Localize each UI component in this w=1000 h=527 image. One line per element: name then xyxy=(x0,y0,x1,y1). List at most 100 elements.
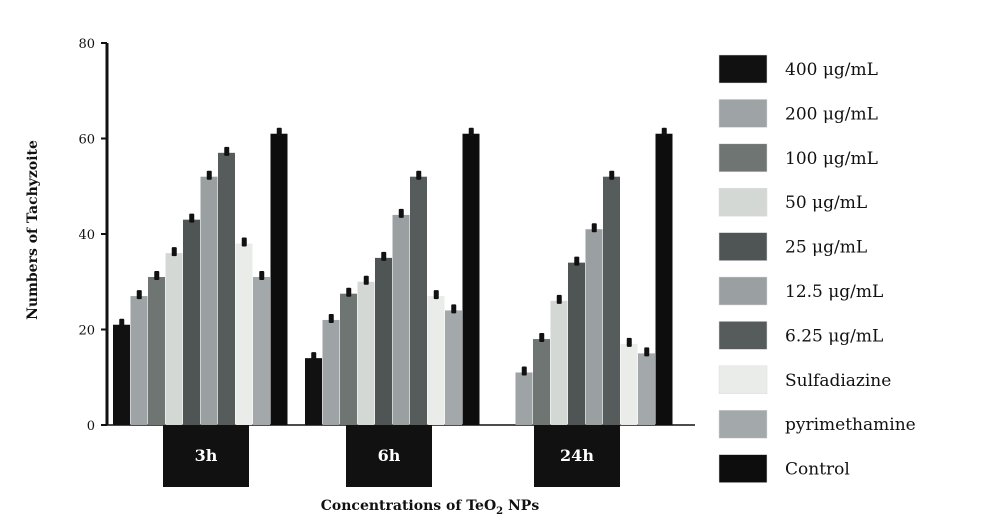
legend-label: Control xyxy=(785,460,850,480)
bar-400-g-ml-6h xyxy=(305,358,322,425)
legend-item: 100 μg/mL xyxy=(718,143,878,173)
error-bar xyxy=(136,290,142,300)
error-bar xyxy=(276,127,282,137)
legend-item: Control xyxy=(718,454,850,483)
error-bar xyxy=(591,223,597,233)
error-bar xyxy=(556,294,562,304)
legend: 400 μg/mL 200 μg/mL 100 μg/mL 50 μg/mL 25 μg… xyxy=(718,54,916,483)
legend-swatch xyxy=(718,365,768,395)
legend-item: 12.5 μg/mL xyxy=(718,276,883,306)
category-label-6h: 6h xyxy=(378,446,401,465)
error-bar xyxy=(206,170,212,180)
category-label-3h: 3h xyxy=(195,446,218,465)
bar-6-25-g-ml-24h xyxy=(603,176,620,425)
bar-12-5-g-ml-24h xyxy=(585,229,603,425)
y-tick-label: 20 xyxy=(78,324,95,339)
legend-label: 12.5 μg/mL xyxy=(785,282,883,302)
category-labels: 3h 6h 24h xyxy=(163,425,620,487)
error-bar xyxy=(433,290,439,300)
category-box-24h xyxy=(534,425,620,487)
x-axis-label-main: Concentrations of TeO xyxy=(320,498,497,514)
legend-label: 25 μg/mL xyxy=(785,238,867,258)
legend-swatch xyxy=(718,454,768,483)
category-box-6h xyxy=(346,425,432,487)
bar-control-3h xyxy=(270,133,288,425)
legend-item: Sulfadiazine xyxy=(718,365,891,395)
bar-pyrimethamine-24h xyxy=(638,353,655,425)
bar-200-g-ml-6h xyxy=(322,319,340,425)
bar-25-g-ml-6h xyxy=(375,257,392,425)
bar-control-24h xyxy=(655,133,673,425)
error-bar xyxy=(644,347,650,357)
legend-swatch xyxy=(718,54,768,84)
legend-label: 400 μg/mL xyxy=(785,60,878,80)
error-bar xyxy=(241,237,247,247)
legend-item: pyrimethamine xyxy=(718,409,916,439)
error-bar xyxy=(363,275,369,285)
legend-label: pyrimethamine xyxy=(785,415,916,435)
y-tick-label: 80 xyxy=(78,37,95,52)
x-axis-label: Concentrations of TeO2 NPs xyxy=(0,498,860,517)
legend-swatch xyxy=(718,187,768,217)
legend-swatch xyxy=(718,321,768,350)
legend-item: 200 μg/mL xyxy=(718,99,878,128)
legend-swatch xyxy=(718,232,768,261)
error-bar xyxy=(416,170,422,180)
x-axis-label-sub: 2 xyxy=(496,505,504,517)
bar-pyrimethamine-6h xyxy=(445,310,462,425)
legend-swatch xyxy=(718,99,768,128)
legend-item: 25 μg/mL xyxy=(718,232,867,261)
bar-50-g-ml-6h xyxy=(357,281,375,425)
legend-swatch xyxy=(718,143,768,173)
bar-200-g-ml-3h xyxy=(130,296,148,425)
error-bar xyxy=(328,313,334,323)
legend-label: 100 μg/mL xyxy=(785,149,878,169)
legend-swatch xyxy=(718,409,768,439)
error-bar xyxy=(398,208,404,218)
bars xyxy=(113,127,673,425)
error-bar xyxy=(259,270,265,280)
error-bar xyxy=(661,127,667,137)
error-bar xyxy=(189,213,195,223)
bar-50-g-ml-3h xyxy=(165,253,183,425)
bar-6-25-g-ml-3h xyxy=(218,152,235,425)
legend-swatch xyxy=(718,276,768,306)
bar-25-g-ml-24h xyxy=(568,262,585,425)
bar-pyrimethamine-3h xyxy=(253,276,270,425)
legend-item: 6.25 μg/mL xyxy=(718,321,883,350)
bar-sulfadiazine-3h xyxy=(235,243,253,425)
bar-25-g-ml-3h xyxy=(183,219,200,425)
error-bar xyxy=(626,337,632,347)
bar-12-5-g-ml-3h xyxy=(200,176,218,425)
error-bar xyxy=(119,318,125,328)
error-bar xyxy=(574,256,580,266)
bar-200-g-ml-24h xyxy=(515,372,533,425)
bar-100-g-ml-6h xyxy=(340,293,357,425)
y-tick-label: 60 xyxy=(78,133,95,148)
error-bar xyxy=(311,352,317,362)
legend-item: 400 μg/mL xyxy=(718,54,878,84)
bar-100-g-ml-24h xyxy=(533,339,550,425)
error-bar xyxy=(346,287,352,297)
y-tick-label: 0 xyxy=(87,419,95,434)
bar-100-g-ml-3h xyxy=(148,276,165,425)
bar-6-25-g-ml-6h xyxy=(410,176,427,425)
y-axis-label: Numbers of Tachyzoite xyxy=(25,140,41,320)
bar-sulfadiazine-24h xyxy=(620,343,638,425)
category-box-3h xyxy=(163,425,249,487)
error-bar xyxy=(224,146,230,156)
error-bar xyxy=(609,170,615,180)
legend-label: 200 μg/mL xyxy=(785,104,878,124)
x-axis-label-tail: NPs xyxy=(503,498,540,514)
error-bar xyxy=(381,251,387,261)
error-bar xyxy=(451,304,457,314)
legend-item: 50 μg/mL xyxy=(718,187,867,217)
bar-12-5-g-ml-6h xyxy=(392,214,410,425)
bar-400-g-ml-3h xyxy=(113,324,130,425)
category-label-24h: 24h xyxy=(560,446,594,465)
y-tick-label: 40 xyxy=(78,228,95,243)
bar-50-g-ml-24h xyxy=(550,300,568,425)
legend-label: Sulfadiazine xyxy=(785,371,891,391)
bar-control-6h xyxy=(462,133,480,425)
